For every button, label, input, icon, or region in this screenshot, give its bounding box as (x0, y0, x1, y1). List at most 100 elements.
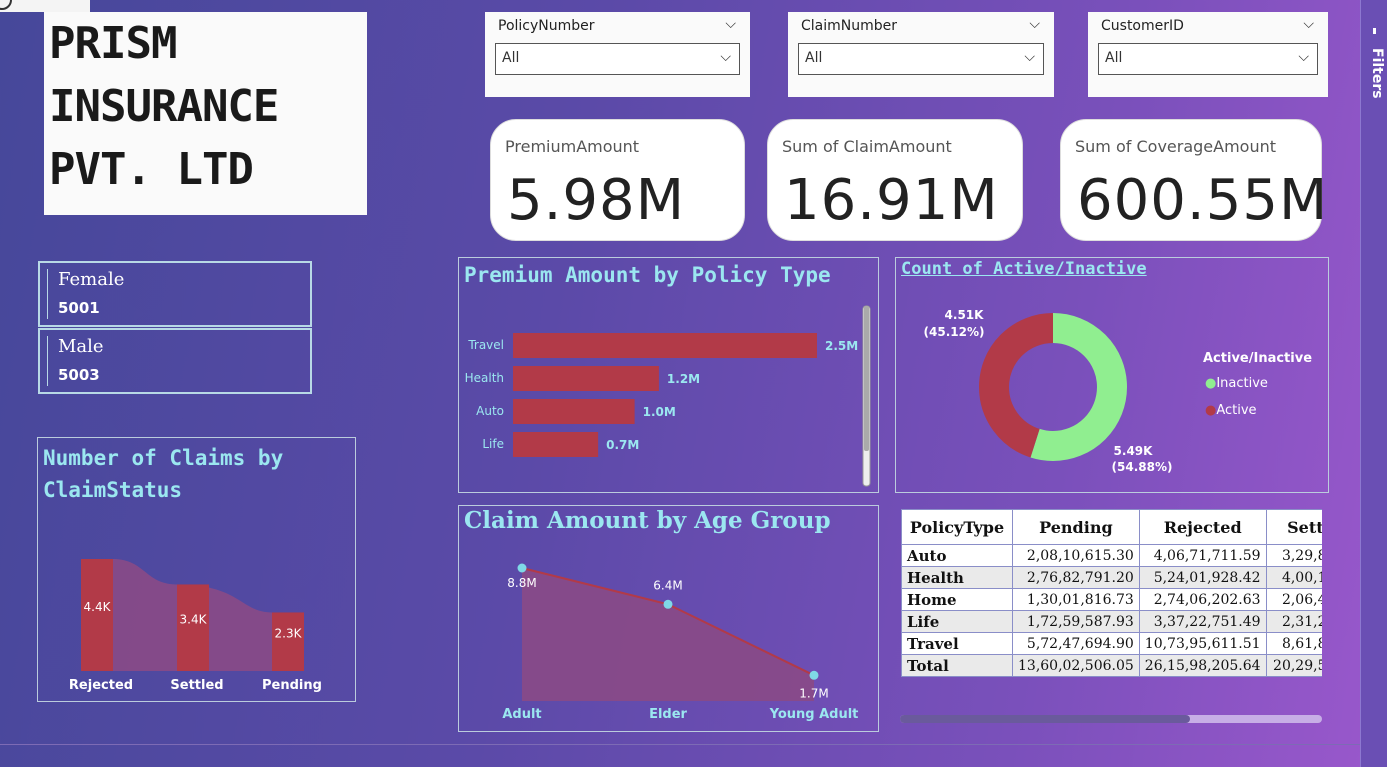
matrix-scrollbar-thumb[interactable] (900, 715, 1190, 723)
table-row: Travel 5,72,47,694.90 10,73,95,611.51 8,61,… (901, 632, 1322, 655)
policynumber-dropdown[interactable]: All ⌵ (495, 43, 740, 75)
table-row: Auto2,08,10,615.304,06,71,711.593,29,84,… (901, 544, 1322, 567)
category-label: Elder (649, 707, 687, 722)
table-cell: 4,06,71,711.59 (1138, 544, 1267, 567)
panel-title: Premium Amount by Policy Type (464, 263, 831, 287)
customerid-slicer: CustomerID ⌵ All ⌵ (1088, 12, 1328, 97)
visual-header-tab (0, 0, 90, 12)
data-label: 1.2M (667, 372, 700, 386)
data-label: 1.7M (799, 686, 828, 700)
title-line-3: PVT. LTD (49, 144, 254, 195)
bar (272, 612, 304, 671)
premium-by-policy-panel: Premium Amount by Policy Type Travel 2.5M… (458, 257, 879, 493)
active-donut-chart: 5.49K (54.88%) 4.51K (45.12%) (924, 308, 1173, 474)
row-header-cell: Life (901, 610, 1013, 633)
category-label: Settled (170, 678, 223, 693)
dropdown-value: All (502, 50, 520, 66)
chevron-down-icon[interactable]: ⌵ (1303, 16, 1314, 32)
table-cell: 10,73,95,611.51 (1138, 632, 1267, 655)
premium-bar-chart: Travel 2.5M Health 1.2M Auto 1.0M Life 0.7M (465, 305, 871, 487)
area-fill (522, 568, 814, 701)
table-cell: 20,29,50,786 (1265, 654, 1322, 677)
panel-title: Number of Claims by ClaimStatus (43, 442, 283, 506)
dropdown-value: All (805, 50, 823, 66)
legend-dot-icon: ● (1205, 403, 1217, 418)
customerid-dropdown[interactable]: All ⌵ (1098, 43, 1318, 75)
data-label: 2.5M (825, 339, 858, 353)
coverage-amount-card: Sum of CoverageAmount 600.55M (1060, 119, 1327, 241)
category-label: Auto (476, 404, 504, 418)
card-value: 16.91M (784, 168, 999, 233)
data-label: 2.3K (275, 627, 303, 641)
table-cell: 1,72,59,587.93 (1012, 610, 1140, 633)
page-bottom-divider (0, 744, 1360, 745)
column-header[interactable]: Settled (1265, 509, 1322, 545)
table-cell: 2,06,45,568 (1265, 588, 1322, 611)
donut-slice (979, 313, 1127, 461)
data-label: (45.12%) (924, 325, 985, 339)
company-title: PRISM INSURANCE PVT. LTD (44, 12, 367, 215)
table-cell: 2,08,10,615.30 (1012, 544, 1140, 567)
data-label: 1.0M (643, 405, 676, 419)
bar (177, 584, 209, 671)
scrollbar-thumb (864, 306, 869, 451)
active-inactive-panel: Count of Active/Inactive 5.49K (54.88%) 4.… (895, 257, 1329, 493)
column-header[interactable]: PolicyType (901, 509, 1013, 545)
card-label: Sum of CoverageAmount (1075, 137, 1277, 156)
column-header[interactable]: Pending (1012, 509, 1140, 545)
card-value: 5.98M (507, 168, 686, 233)
bar (513, 333, 817, 358)
legend-title: Active/Inactive (1203, 351, 1313, 366)
table-cell: 13,60,02,506.05 (1012, 654, 1140, 677)
data-label: 4.51K (945, 308, 985, 322)
row-header-cell: Home (901, 588, 1013, 611)
table-cell: 3,29,84,558 (1265, 544, 1322, 567)
claims-matrix: PolicyTypePendingRejectedSettledAuto2,08… (901, 509, 1322, 685)
data-label: 6.4M (653, 578, 682, 592)
legend-item-active[interactable]: ●Active (1205, 403, 1257, 418)
category-label: Life (482, 437, 504, 451)
chevron-down-icon[interactable]: ⌵ (1029, 16, 1040, 32)
legend-item-inactive[interactable]: ●Inactive (1205, 376, 1268, 391)
filters-pane-collapsed[interactable]: Filters (1360, 0, 1387, 767)
legend-label: Inactive (1216, 376, 1268, 391)
bar (513, 366, 659, 391)
claim-amount-card: Sum of ClaimAmount 16.91M (767, 119, 1023, 241)
table-cell: 2,74,06,202.63 (1138, 588, 1267, 611)
bar (513, 432, 599, 457)
chevron-down-icon: ⌵ (1298, 49, 1309, 65)
bar (513, 399, 635, 424)
data-label: 8.8M (507, 576, 536, 590)
legend-label: Active (1216, 403, 1257, 418)
info-icon[interactable] (0, 0, 12, 10)
column-header[interactable]: Rejected (1138, 509, 1267, 545)
category-label: Health (465, 371, 504, 385)
slicer-label: CustomerID (1101, 18, 1184, 34)
gender-name: Female (58, 269, 125, 290)
card-value: 600.55M (1077, 168, 1329, 233)
header-row: PolicyTypePendingRejectedSettled (901, 509, 1322, 545)
table-cell: 5,24,01,928.42 (1138, 566, 1267, 589)
table-row: Health2,76,82,791.205,24,01,928.424,00,1… (901, 566, 1322, 589)
gender-card-male: Male 5003 (38, 328, 312, 394)
row-header-cell: Total (901, 654, 1013, 677)
table-row: Home1,30,01,816.732,74,06,202.632,06,45,… (901, 588, 1322, 611)
card-label: Sum of ClaimAmount (782, 137, 952, 156)
gender-count: 5003 (58, 366, 100, 384)
table-cell: 4,00,17,100 (1265, 566, 1322, 589)
filters-label: Filters (1369, 48, 1385, 99)
title-line-1: PRISM (49, 18, 177, 69)
policynumber-slicer: PolicyNumber ⌵ All ⌵ (485, 12, 750, 97)
row-header-cell: Travel (901, 632, 1013, 655)
claimnumber-dropdown[interactable]: All ⌵ (798, 43, 1044, 75)
data-point (517, 563, 527, 573)
chevron-down-icon[interactable]: ⌵ (725, 16, 736, 32)
matrix-scrollbar-track[interactable] (900, 715, 1322, 723)
dropdown-value: All (1105, 50, 1123, 66)
chevron-down-icon: ⌵ (720, 49, 731, 65)
table-cell: 1,30,01,816.73 (1012, 588, 1140, 611)
chevron-down-icon: ⌵ (1024, 49, 1035, 65)
slicer-label: PolicyNumber (498, 18, 595, 34)
filter-icon (1373, 28, 1376, 34)
category-label: Pending (262, 678, 322, 693)
